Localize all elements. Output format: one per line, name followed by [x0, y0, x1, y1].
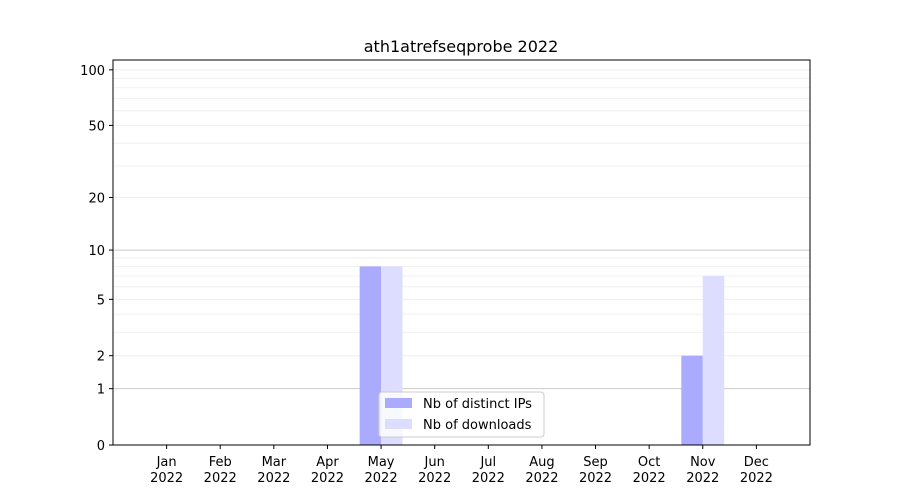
x-tick-label: Oct 2022 — [633, 455, 666, 486]
x-tick-label: Dec 2022 — [740, 455, 773, 486]
legend-swatch — [385, 398, 412, 408]
x-tick-label: Jun 2022 — [418, 455, 451, 486]
legend-swatch — [385, 419, 412, 429]
y-tick-label: 50 — [88, 119, 105, 134]
x-tick-label: Jan 2022 — [150, 455, 183, 486]
legend-label: Nb of downloads — [423, 418, 532, 433]
legend: Nb of distinct IPs Nb of downloads — [378, 391, 545, 438]
bar-nb-of-downloads — [702, 275, 725, 445]
bar-nb-of-distinct-ips — [681, 355, 703, 445]
x-tick-label: Sep 2022 — [579, 455, 612, 486]
y-tick-label: 10 — [88, 244, 105, 259]
x-tick-label: Apr 2022 — [311, 455, 344, 486]
x-tick-label: Nov 2022 — [686, 455, 719, 486]
legend-label: Nb of distinct IPs — [423, 397, 532, 412]
axes-frame — [112, 59, 811, 446]
y-tick-label: 5 — [97, 293, 105, 308]
y-tick-label: 2 — [97, 350, 105, 365]
x-tick-label: Aug 2022 — [525, 455, 558, 486]
bar-nb-of-distinct-ips — [359, 266, 382, 445]
y-tick-label: 20 — [88, 192, 105, 207]
chart-title: ath1atrefseqprobe 2022 — [364, 37, 559, 56]
legend-box — [378, 391, 545, 438]
x-tick-label: Jul 2022 — [472, 455, 505, 486]
y-tick-label: 1 — [97, 383, 105, 398]
y-tick-label: 0 — [97, 439, 105, 454]
x-tick-label: Feb 2022 — [204, 455, 237, 486]
x-tick-label: May 2022 — [365, 455, 398, 486]
y-tick-label: 100 — [80, 64, 105, 79]
x-tick-label: Mar 2022 — [257, 455, 290, 486]
